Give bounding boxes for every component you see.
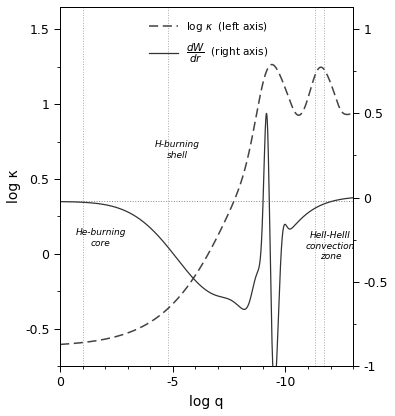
Text: He-burning
core: He-burning core <box>75 228 126 248</box>
Text: HeII-HeIII
convection
zone: HeII-HeIII convection zone <box>306 231 355 261</box>
Legend: log $\kappa$  (left axis), $\dfrac{dW}{dr}$  (right axis): log $\kappa$ (left axis), $\dfrac{dW}{dr… <box>145 16 273 69</box>
Text: H-burning
shell: H-burning shell <box>155 140 200 160</box>
X-axis label: log q: log q <box>189 395 224 409</box>
Y-axis label: log κ: log κ <box>7 170 21 203</box>
